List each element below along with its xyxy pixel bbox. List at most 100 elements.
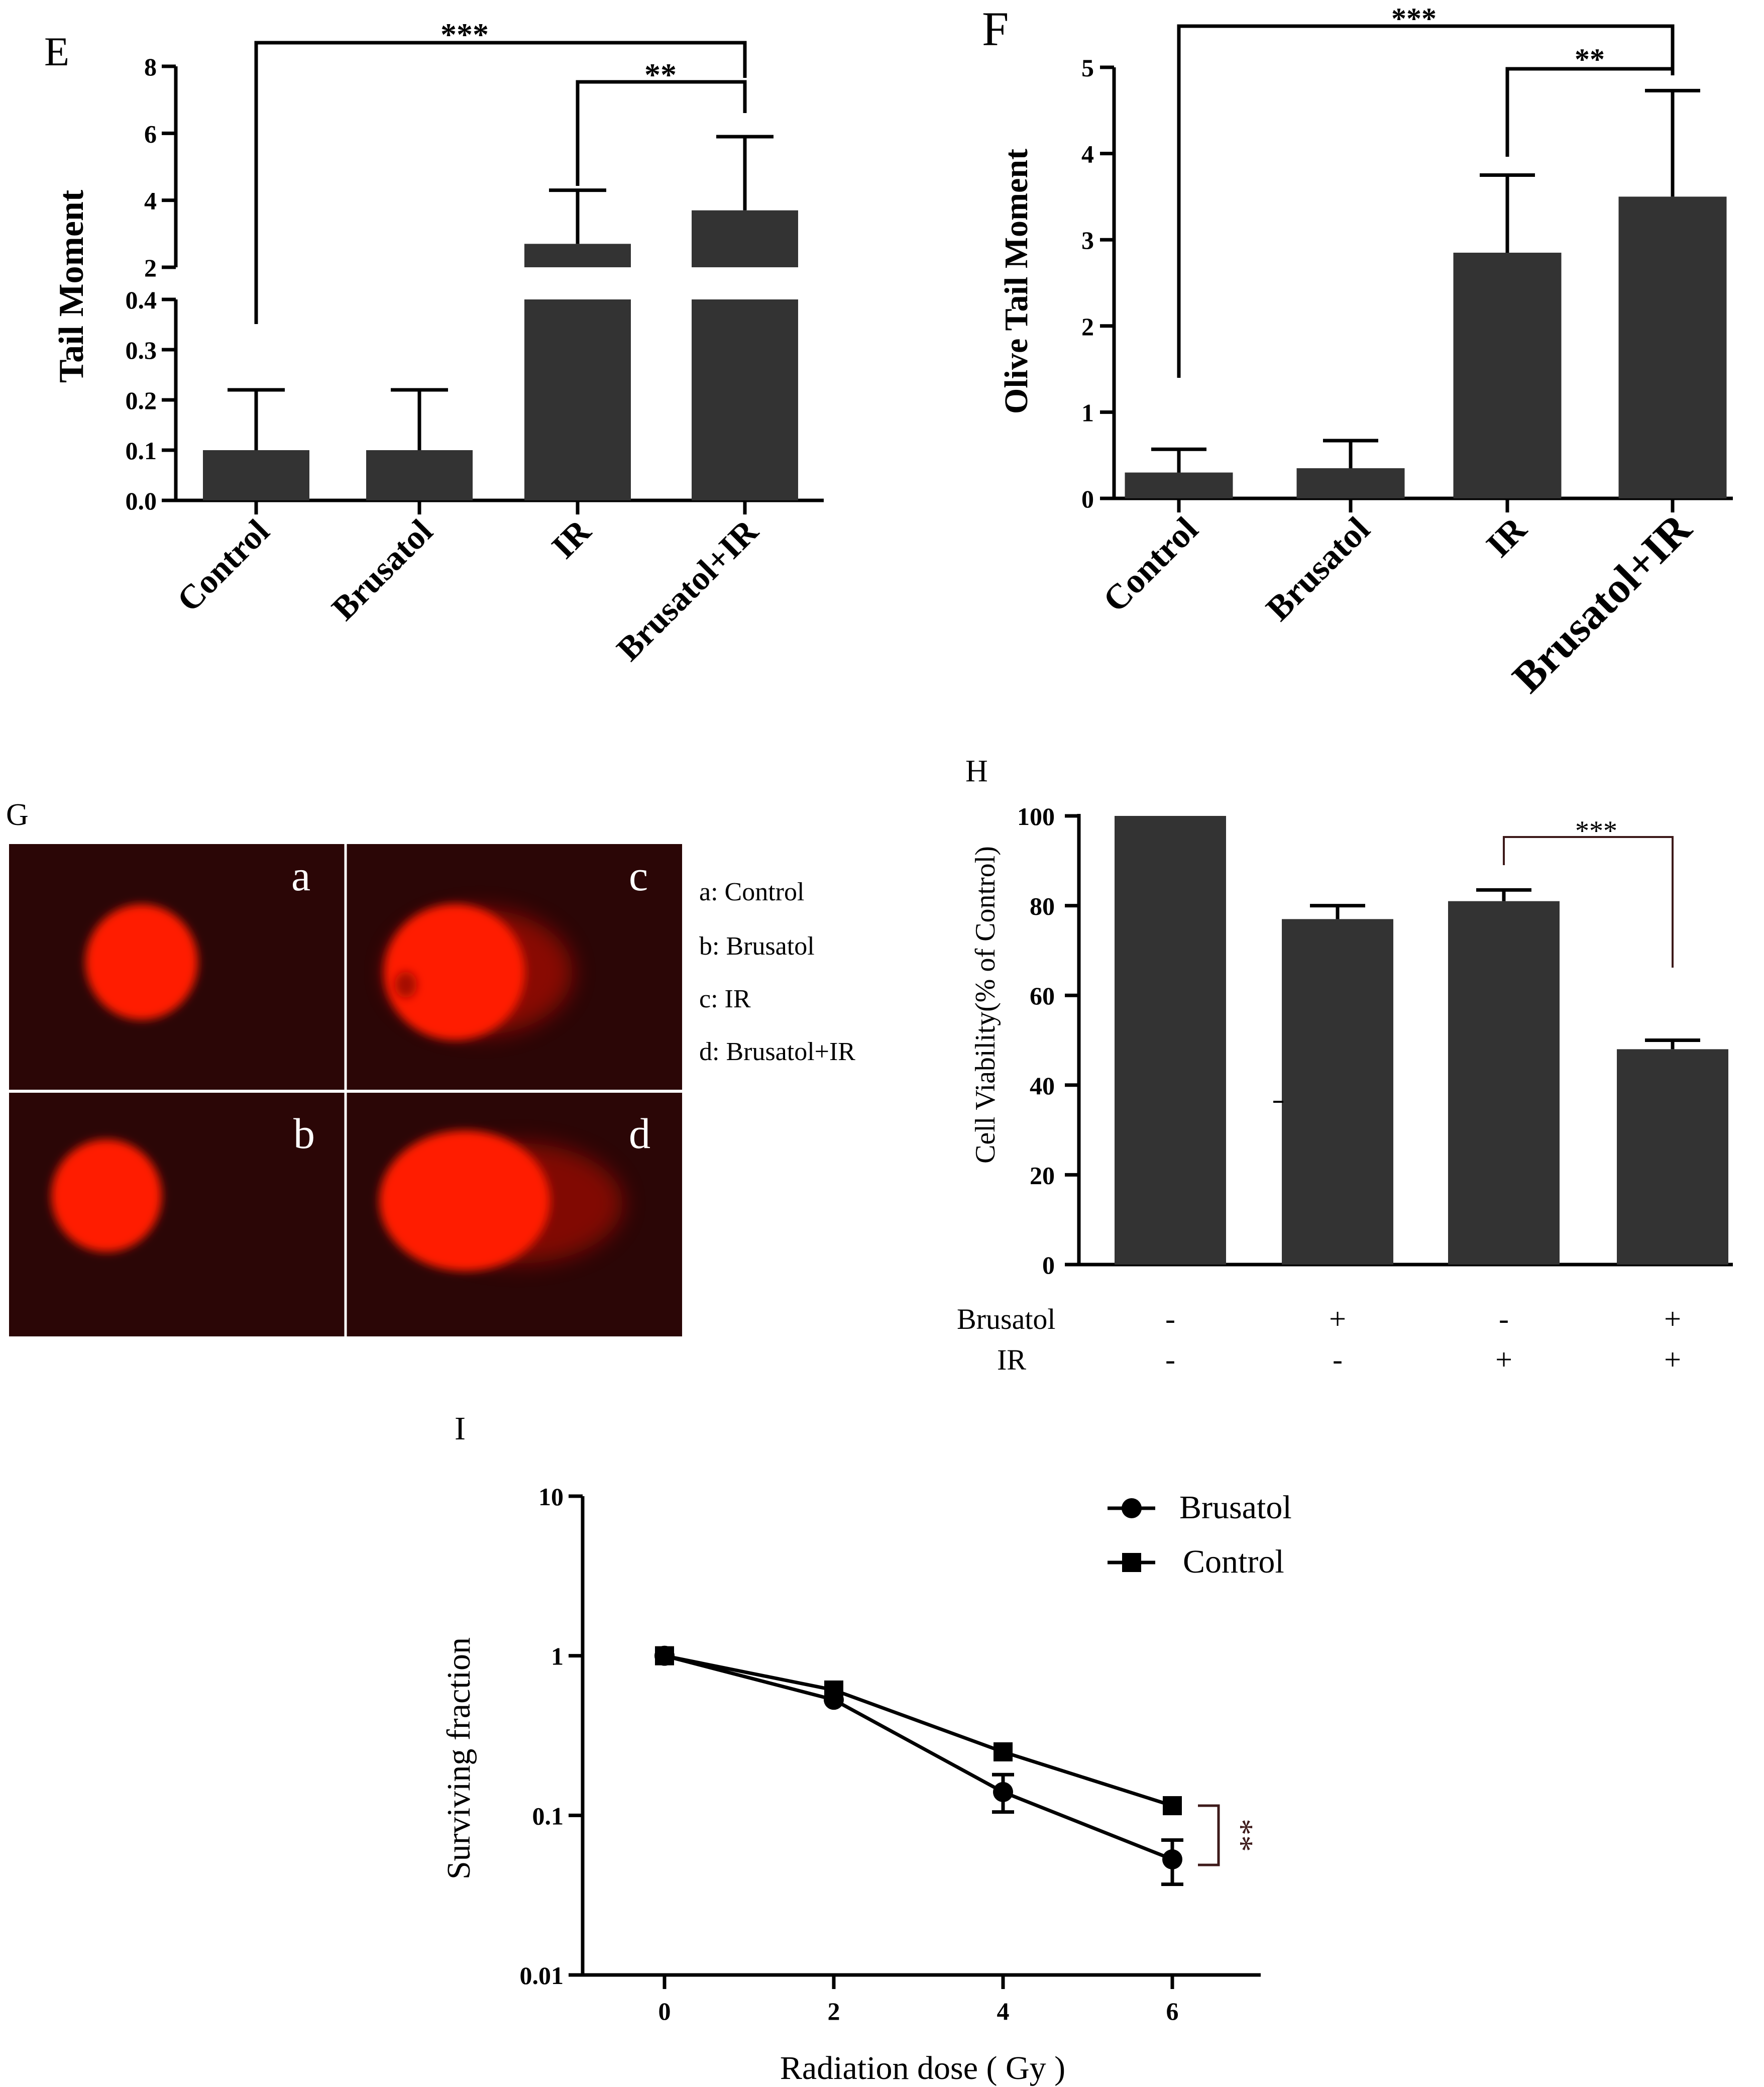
panel-e-ytick-label: 2 [144,254,157,282]
panel-h-ir-mark: - [1165,1343,1175,1376]
panel-i-xlabel: Radiation dose ( Gy ) [780,2050,1065,2086]
comet-tile-label-d: d [629,1109,650,1158]
panel-h-ylabel: Cell Viability(% of Control) [970,846,1001,1164]
comet-legend-a: a: Control [699,878,804,906]
panel-f-category-control: Control [1096,510,1206,620]
comet-tile-a: a [85,852,310,1020]
panel-e-bar-ir-upper [524,244,631,267]
panel-e-category-ir: IR [544,511,598,566]
panel-i-letter: I [455,1410,466,1447]
panel-f-bar-brusatol-ir [1618,196,1727,498]
panel-h-bar-3 [1448,901,1560,1265]
panel-e-category-brusatol-ir: Brusatol+IR [609,511,766,668]
panel-f-ytick-label: 1 [1081,398,1094,427]
panel-i-axes [581,1496,1261,1977]
panel-h-brusatol-mark: + [1329,1302,1346,1335]
panel-g-comet-images: G a c b d a: Control b: Brusatol [6,798,855,1336]
panel-e-ytick-label: 0.4 [126,286,157,314]
panel-i-legend: Brusatol Control [1108,1489,1292,1580]
comet-tile-label-b: b [293,1109,315,1158]
panel-i-ytick-label: 0.01 [520,1961,564,1990]
panel-i-chart: I Surviving fraction Radiation dose ( Gy… [440,1410,1292,2086]
panel-i-xtick-label: 0 [658,1997,671,2025]
panel-h-brusatol-mark: - [1499,1302,1509,1335]
panel-f-ytick-label: 0 [1081,485,1094,513]
panel-i-xtick-label: 2 [828,1997,840,2025]
panel-f-ytick-label: 4 [1081,140,1094,168]
panel-h-bar-4 [1617,1049,1728,1265]
panel-e-significance [254,41,747,324]
panel-h-ytick-label: 100 [1017,802,1055,830]
comet-nucleus-d [379,1130,550,1271]
panel-h-row-label-ir: IR [997,1343,1026,1376]
panel-h-chart: H Cell Viability(% of Control) 0 20 40 60 80… [957,754,1733,1376]
panel-i-point-control [655,1646,674,1665]
comet-nucleus-b [51,1139,162,1252]
comet-nucleus-a [85,904,198,1020]
panel-i-point-brusatol [993,1782,1013,1802]
panel-i-ytick-label: 0.1 [532,1802,564,1830]
legend-label-control: Control [1183,1543,1284,1580]
panel-f-bar-ir [1453,252,1562,498]
panel-i-point-control [994,1742,1013,1761]
panel-h-row-label-brusatol: Brusatol [957,1303,1056,1335]
panel-h-ytick-label: 60 [1030,982,1055,1010]
panel-e-sig-ir-vs-combo: ** [644,57,677,92]
panel-e-sig-control-vs-combo: *** [440,17,489,52]
panel-e-ytick-label: 6 [144,120,157,148]
panel-i-ytick-label: 10 [538,1483,564,1511]
panel-h-ir-mark: + [1664,1343,1681,1376]
comet-tile-label-a: a [291,852,310,900]
panel-i-point-control [1163,1796,1182,1816]
panel-i-ylabel: Surviving fraction [440,1637,477,1880]
panel-e-bar-brusatol-ir-upper [692,210,798,267]
panel-f-ytick-label: 3 [1081,226,1094,254]
panel-i-point-brusatol [1162,1849,1182,1869]
panel-e-category-brusatol: Brusatol [324,512,440,628]
panel-i-point-control [824,1680,843,1700]
panel-e-letter: E [44,29,69,74]
panel-g-letter: G [6,798,29,832]
legend-label-brusatol: Brusatol [1179,1489,1292,1526]
panel-f-ytick-label: 5 [1081,54,1094,82]
panel-i-line-control [664,1654,1173,1808]
panel-f-category-brusatol-ir: Brusatol+IR [1503,504,1701,702]
panel-f-chart: F Olive Tail Moment 0 1 2 3 4 5 Control Brusat… [982,2,1733,702]
comet-legend-b: b: Brusatol [699,932,815,961]
panel-h-letter: H [965,754,988,788]
panel-e-ylabel: Tail Moment [52,190,91,383]
panel-e-ytick-label: 0.0 [126,487,157,515]
panel-f-sig-ir-vs-combo: ** [1575,43,1605,76]
panel-f-category-brusatol: Brusatol [1259,510,1377,629]
panel-e-ytick-label: 0.3 [126,336,157,364]
panel-i-line-brusatol [664,1654,1173,1861]
comet-legend-d: d: Brusatol+IR [699,1037,855,1066]
comet-legend-c: c: IR [699,985,751,1013]
panel-h-brusatol-mark: - [1165,1302,1175,1335]
panel-i-ytick-label: 1 [551,1642,564,1671]
panel-e-category-control: Control [169,512,276,619]
comet-tile-c: c [384,852,648,1040]
panel-h-brusatol-mark: + [1664,1302,1681,1335]
panel-f-bar-brusatol [1296,468,1405,498]
panel-h-ytick-label: 40 [1030,1072,1055,1100]
panel-e-ytick-label: 0.1 [126,437,157,465]
legend-marker-brusatol [1122,1498,1142,1518]
panel-e-chart: E Tail Moment 0.0 0.1 0.2 0.3 0.4 2 4 6 8 Contro… [44,17,824,668]
panel-h-ytick-label: 20 [1030,1161,1055,1189]
panel-h-ir-mark: - [1333,1343,1343,1376]
legend-marker-control [1122,1553,1141,1572]
panel-f-ytick-label: 2 [1081,312,1094,341]
panel-e-bar-brusatol [366,450,473,500]
comet-tile-label-c: c [629,852,648,900]
panel-i-xtick-label: 6 [1166,1997,1179,2025]
panel-f-ylabel: Olive Tail Moment [998,149,1035,414]
panel-e-bar-brusatol-ir-lower [692,299,798,500]
panel-h-bar-2 [1282,919,1393,1265]
panel-h-ytick-label: 80 [1030,892,1055,920]
panel-f-letter: F [982,2,1009,56]
panel-h-ir-mark: + [1495,1343,1512,1376]
panel-e-ytick-label: 0.2 [126,386,157,414]
panel-h-bar-1 [1115,816,1226,1265]
